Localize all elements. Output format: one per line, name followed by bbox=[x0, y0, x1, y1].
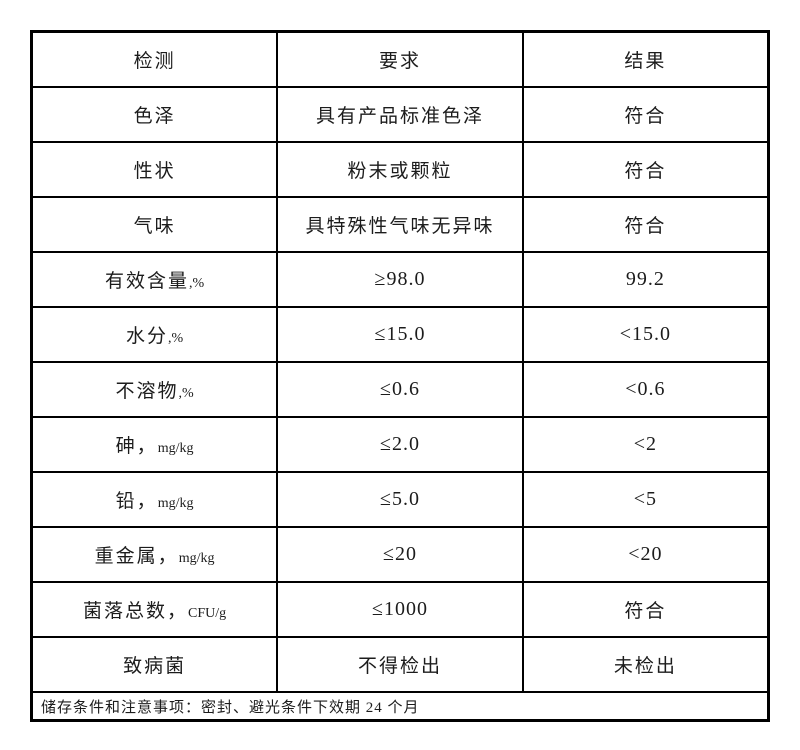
result-cell: <15.0 bbox=[521, 306, 770, 363]
result-cell: <20 bbox=[521, 526, 770, 583]
requirement-cell: 具有产品标准色泽 bbox=[276, 86, 524, 143]
column-header-requirement: 要求 bbox=[276, 30, 524, 88]
inspection-table: 检测 要求 结果 色泽 具有产品标准色泽 符合 性状 粉末或颗粒 符合 气味 具… bbox=[30, 30, 770, 722]
requirement-cell: 具特殊性气味无异味 bbox=[276, 196, 524, 253]
table-row: 砷，mg/kg ≤2.0 <2 bbox=[30, 416, 770, 473]
test-item-cell: 不溶物,% bbox=[30, 361, 279, 418]
test-item-cell: 菌落总数，CFU/g bbox=[30, 581, 279, 638]
result-cell: <5 bbox=[521, 471, 770, 528]
requirement-cell: ≥98.0 bbox=[276, 251, 524, 308]
table-row: 铅，mg/kg ≤5.0 <5 bbox=[30, 471, 770, 528]
table-row: 重金属，mg/kg ≤20 <20 bbox=[30, 526, 770, 583]
requirement-cell: 粉末或颗粒 bbox=[276, 141, 524, 198]
requirement-cell: ≤20 bbox=[276, 526, 524, 583]
requirement-cell: 不得检出 bbox=[276, 636, 524, 693]
table-row: 有效含量,% ≥98.0 99.2 bbox=[30, 251, 770, 308]
test-item-unit: mg/kg bbox=[157, 496, 194, 511]
requirement-cell: ≤5.0 bbox=[276, 471, 524, 528]
test-item-label: 致病菌 bbox=[123, 656, 187, 677]
test-item-label: 水分 bbox=[125, 326, 168, 347]
test-item-label: 重金属， bbox=[94, 546, 179, 567]
table-row: 菌落总数，CFU/g ≤1000 符合 bbox=[30, 581, 770, 638]
requirement-cell: ≤1000 bbox=[276, 581, 524, 638]
test-item-unit: mg/kg bbox=[178, 551, 215, 566]
test-item-label: 气味 bbox=[133, 216, 176, 237]
column-header-test: 检测 bbox=[30, 30, 279, 88]
test-item-label: 菌落总数， bbox=[83, 601, 189, 622]
table-header-row: 检测 要求 结果 bbox=[30, 30, 770, 88]
test-item-cell: 性状 bbox=[30, 141, 279, 198]
table-row: 气味 具特殊性气味无异味 符合 bbox=[30, 196, 770, 253]
result-cell: 99.2 bbox=[521, 251, 770, 308]
column-header-result: 结果 bbox=[521, 30, 770, 88]
test-item-cell: 色泽 bbox=[30, 86, 279, 143]
result-cell: 符合 bbox=[521, 86, 770, 143]
result-cell: <0.6 bbox=[521, 361, 770, 418]
table-row: 性状 粉末或颗粒 符合 bbox=[30, 141, 770, 198]
result-cell: 符合 bbox=[521, 141, 770, 198]
result-cell: 未检出 bbox=[521, 636, 770, 693]
table-row: 水分,% ≤15.0 <15.0 bbox=[30, 306, 770, 363]
test-item-label: 砷， bbox=[115, 436, 158, 457]
requirement-cell: ≤15.0 bbox=[276, 306, 524, 363]
test-item-label: 性状 bbox=[133, 161, 176, 182]
test-item-unit: ,% bbox=[168, 331, 184, 346]
table-row: 色泽 具有产品标准色泽 符合 bbox=[30, 86, 770, 143]
test-item-label: 有效含量 bbox=[104, 271, 189, 292]
test-item-label: 不溶物 bbox=[115, 381, 179, 402]
test-item-cell: 铅，mg/kg bbox=[30, 471, 279, 528]
result-cell: <2 bbox=[521, 416, 770, 473]
test-item-cell: 有效含量,% bbox=[30, 251, 279, 308]
storage-note-row: 储存条件和注意事项：密封、避光条件下效期 24 个月 bbox=[30, 691, 770, 722]
test-item-cell: 气味 bbox=[30, 196, 279, 253]
test-item-label: 色泽 bbox=[133, 106, 176, 127]
test-item-unit: ,% bbox=[178, 386, 194, 401]
requirement-cell: ≤0.6 bbox=[276, 361, 524, 418]
requirement-cell: ≤2.0 bbox=[276, 416, 524, 473]
storage-note: 储存条件和注意事项：密封、避光条件下效期 24 个月 bbox=[30, 691, 770, 722]
test-item-unit: CFU/g bbox=[188, 606, 227, 621]
result-cell: 符合 bbox=[521, 581, 770, 638]
test-item-label: 铅， bbox=[115, 491, 158, 512]
test-item-cell: 重金属，mg/kg bbox=[30, 526, 279, 583]
test-item-cell: 砷，mg/kg bbox=[30, 416, 279, 473]
table-row: 不溶物,% ≤0.6 <0.6 bbox=[30, 361, 770, 418]
result-cell: 符合 bbox=[521, 196, 770, 253]
table-row: 致病菌 不得检出 未检出 bbox=[30, 636, 770, 693]
test-item-unit: mg/kg bbox=[157, 441, 194, 456]
test-item-cell: 水分,% bbox=[30, 306, 279, 363]
test-item-unit: ,% bbox=[189, 276, 205, 291]
test-item-cell: 致病菌 bbox=[30, 636, 279, 693]
